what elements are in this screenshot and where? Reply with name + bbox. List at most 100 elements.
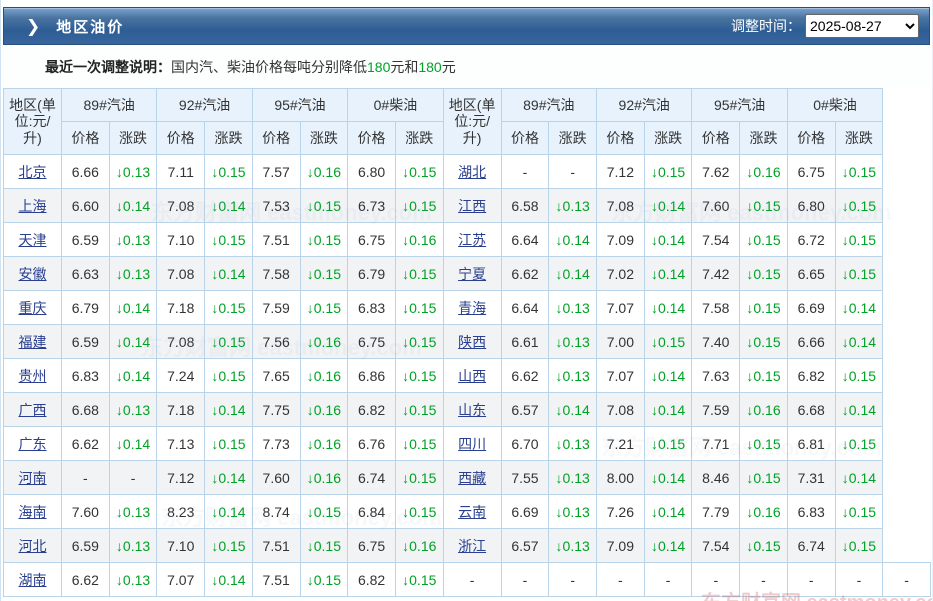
change-cell: ↓0.13 — [108, 392, 158, 427]
region-link[interactable]: 广西 — [18, 401, 47, 418]
change-cell: ↓0.14 — [548, 256, 598, 291]
change-cell: ↓0.15 — [299, 494, 349, 529]
region-link[interactable]: 四川 — [458, 435, 487, 452]
change-cell: ↓0.15 — [394, 426, 444, 461]
region-link[interactable]: 广东 — [18, 435, 47, 452]
change-cell: ↓0.16 — [299, 426, 349, 461]
change-cell: ↓0.14 — [643, 494, 693, 529]
price-cell: 6.70 — [500, 426, 550, 461]
region-link[interactable]: 海南 — [18, 503, 47, 520]
change-cell: ↓0.15 — [204, 222, 253, 257]
price-cell: 6.68 — [61, 392, 110, 427]
table-row: 海南 7.60 ↓0.13 8.23 ↓0.14 8.74 ↓0.15 6.84 ↓0.15 云南… — [3, 494, 931, 529]
region-link[interactable]: 宁夏 — [458, 265, 487, 282]
region-cell: 山西 — [442, 358, 502, 393]
fuel-group-header: 92#汽油 — [596, 88, 693, 122]
change-cell: ↓0.15 — [299, 256, 349, 291]
region-cell: 浙江 — [442, 528, 502, 563]
price-cell: 8.23 — [156, 494, 206, 529]
price-header: 价格 — [156, 121, 206, 155]
change-cell: ↓0.16 — [299, 154, 349, 189]
change-header: 涨跌 — [548, 121, 598, 155]
price-cell: - — [61, 460, 110, 495]
region-link[interactable]: 天津 — [18, 231, 47, 248]
change-cell: ↓0.14 — [108, 290, 158, 325]
change-cell: ↓0.16 — [299, 460, 349, 495]
region-link[interactable]: 上海 — [18, 197, 47, 214]
region-cell: 西藏 — [442, 460, 502, 495]
price-cell: 6.62 — [61, 426, 110, 461]
region-cell: 江苏 — [442, 222, 502, 257]
price-header: 价格 — [786, 121, 836, 155]
change-cell: ↓0.14 — [204, 562, 253, 597]
price-cell: 7.10 — [156, 222, 206, 257]
price-cell: 6.80 — [786, 188, 836, 223]
change-header: 涨跌 — [394, 121, 444, 155]
price-cell: 7.65 — [251, 358, 301, 393]
region-link[interactable]: 西藏 — [458, 469, 487, 486]
region-link[interactable]: 重庆 — [18, 299, 47, 316]
price-cell: 6.75 — [347, 222, 396, 257]
change-cell: ↓0.13 — [548, 358, 598, 393]
change-cell: ↓0.16 — [394, 528, 444, 563]
change-cell: ↓0.15 — [643, 154, 693, 189]
region-link[interactable]: 河北 — [18, 537, 47, 554]
price-cell: 6.63 — [61, 256, 110, 291]
region-link[interactable]: 山东 — [458, 401, 487, 418]
region-link[interactable]: 河南 — [18, 469, 47, 486]
region-link[interactable]: 青海 — [458, 299, 487, 316]
table-row: 湖南 6.62 ↓0.13 7.07 ↓0.14 7.51 ↓0.15 6.82 ↓0.15- -… — [3, 562, 931, 597]
region-link[interactable]: 福建 — [18, 333, 47, 350]
price-cell: 6.86 — [347, 358, 396, 393]
region-cell: 宁夏 — [442, 256, 502, 291]
price-cell: 6.73 — [347, 188, 396, 223]
price-cell: 7.08 — [156, 256, 206, 291]
change-cell: ↓0.13 — [108, 256, 158, 291]
region-link[interactable]: 湖南 — [18, 571, 47, 588]
price-cell: 7.60 — [251, 460, 301, 495]
change-cell: ↓0.15 — [394, 290, 444, 325]
region-link[interactable]: 江西 — [458, 197, 487, 214]
region-link[interactable]: 山西 — [458, 367, 487, 384]
change-header: 涨跌 — [834, 121, 884, 155]
price-cell: 7.11 — [156, 154, 206, 189]
change-cell: - — [643, 562, 693, 597]
region-link[interactable]: 安徽 — [18, 265, 47, 282]
table-row: 广西 6.68 ↓0.13 7.18 ↓0.14 7.75 ↓0.16 6.82 ↓0.15 山东… — [3, 392, 931, 427]
change-cell: ↓0.16 — [739, 392, 788, 427]
region-link[interactable]: 陕西 — [458, 333, 487, 350]
change-cell: ↓0.14 — [643, 256, 693, 291]
table-container: 地区(单位:元/升) 89#汽油 92#汽油 95#汽油 0#柴油 地区(单位:元/升) 8… — [3, 88, 931, 597]
region-link[interactable]: 贵州 — [18, 367, 47, 384]
region-link[interactable]: 江苏 — [458, 231, 487, 248]
change-cell: ↓0.13 — [548, 188, 598, 223]
region-link[interactable]: 浙江 — [458, 537, 487, 554]
price-cell: 6.65 — [786, 256, 836, 291]
change-cell: ↓0.14 — [548, 392, 598, 427]
change-cell: ↓0.15 — [394, 154, 444, 189]
region-header: 地区(单位:元/升) — [442, 88, 502, 155]
change-cell: ↓0.15 — [299, 290, 349, 325]
change-cell: ↓0.16 — [299, 324, 349, 359]
region-link[interactable]: 湖北 — [458, 163, 487, 180]
price-cell: 7.08 — [156, 188, 206, 223]
region-cell: 陕西 — [442, 324, 502, 359]
region-header: 地区(单位:元/升) — [3, 88, 62, 155]
price-cell: 6.64 — [500, 222, 550, 257]
region-link[interactable]: 云南 — [458, 503, 487, 520]
change-cell: ↓0.14 — [108, 188, 158, 223]
price-cell: 7.07 — [156, 562, 206, 597]
price-cell: 6.69 — [786, 290, 836, 325]
price-cell: 8.00 — [596, 460, 645, 495]
adjust-date-select[interactable]: 2025-08-27 — [805, 14, 919, 38]
region-link[interactable]: 北京 — [18, 163, 47, 180]
region-cell: 山东 — [442, 392, 502, 427]
fuel-group-header: 0#柴油 — [786, 88, 884, 122]
price-cell: 6.57 — [500, 528, 550, 563]
price-cell: 7.53 — [251, 188, 301, 223]
notice-amount-1: 180 — [367, 58, 391, 75]
price-cell: 6.79 — [61, 290, 110, 325]
change-cell: - — [739, 562, 788, 597]
price-cell: 7.40 — [691, 324, 741, 359]
price-header: 价格 — [347, 121, 396, 155]
